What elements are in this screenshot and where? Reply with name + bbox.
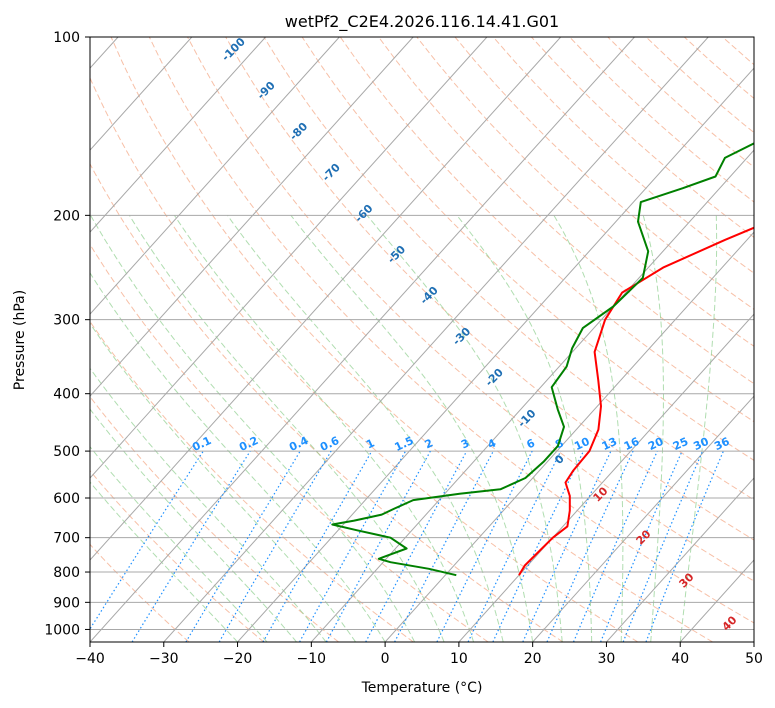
moist-adiabat-line bbox=[227, 215, 504, 642]
isotherm-line bbox=[532, 395, 754, 642]
moist-adiabat-line bbox=[90, 408, 297, 642]
moist-adiabat-line bbox=[128, 215, 445, 642]
moist-adiabat-line bbox=[456, 214, 593, 642]
isotherm-line bbox=[90, 37, 562, 561]
y-tick-label: 200 bbox=[53, 208, 80, 224]
dry-adiabat-line bbox=[90, 76, 639, 642]
axes: −40 −30 −20 −10 0 10 20 30 40 50 100 200 300 400 500 60… bbox=[44, 30, 763, 667]
moist-adiabat-line bbox=[90, 481, 238, 642]
isotherm-line bbox=[90, 37, 340, 315]
moist-adiabat-line bbox=[679, 215, 718, 642]
x-tick-label: 50 bbox=[745, 651, 763, 667]
dry-adiabat-line bbox=[301, 37, 754, 461]
profile-series-line bbox=[518, 226, 754, 576]
mixing-ratio-line bbox=[131, 450, 251, 642]
isotherm-line bbox=[90, 37, 266, 233]
chart-title: wetPf2_C2E4.2026.116.14.41.G01 bbox=[285, 12, 559, 32]
dry-adiabat-line bbox=[148, 37, 754, 624]
x-tick-label: 20 bbox=[524, 651, 542, 667]
isotherm-line bbox=[90, 37, 414, 397]
dry-adiabat-line bbox=[225, 37, 754, 541]
isotherm-line bbox=[310, 149, 754, 642]
mixing-ratio-line bbox=[325, 450, 431, 642]
mixing-ratio-line bbox=[90, 450, 204, 631]
moist-adiabat-line bbox=[642, 215, 664, 642]
y-tick-label: 600 bbox=[53, 491, 80, 507]
moist-adiabat-line bbox=[90, 367, 327, 642]
isotherm-line bbox=[90, 37, 488, 479]
moist-adiabat-line bbox=[90, 215, 416, 642]
moist-adiabat-line bbox=[290, 214, 534, 642]
mixing-ratio-label: 25 bbox=[671, 435, 690, 453]
mixing-ratio-label: 20 bbox=[646, 435, 666, 453]
moist-adiabat-line bbox=[90, 445, 268, 642]
y-tick-label: 300 bbox=[53, 313, 80, 329]
y-tick-label: 800 bbox=[53, 565, 80, 581]
isotherm-line bbox=[606, 477, 754, 642]
mixing-ratio-label: 36 bbox=[712, 435, 732, 453]
mixing-ratio-label: 10 bbox=[572, 435, 592, 453]
x-tick-label: 30 bbox=[598, 651, 616, 667]
x-tick-label: 40 bbox=[671, 651, 689, 667]
dry-adiabat-line bbox=[90, 243, 489, 642]
x-tick-label: −10 bbox=[297, 651, 327, 667]
moist-adiabat-line bbox=[553, 215, 624, 642]
x-axis-title: Temperature (°C) bbox=[361, 680, 483, 696]
mixing-ratio-line bbox=[546, 450, 634, 642]
dry-adiabat-line bbox=[110, 37, 713, 642]
mixing-ratio-line bbox=[436, 450, 533, 642]
isotherm-line bbox=[163, 37, 709, 642]
x-tick-label: −40 bbox=[75, 651, 105, 667]
dry-adiabat-line bbox=[416, 37, 754, 347]
y-tick-label: 1000 bbox=[44, 622, 80, 638]
isotherm-line bbox=[384, 231, 754, 642]
moist-adiabat-line bbox=[173, 215, 475, 642]
profile-series-line bbox=[331, 142, 754, 577]
mixing-ratio-line bbox=[299, 450, 407, 642]
y-tick-label: 100 bbox=[53, 30, 80, 46]
mixing-ratio-line bbox=[622, 450, 704, 642]
x-tick-label: 0 bbox=[381, 651, 390, 667]
profile-series bbox=[331, 142, 754, 577]
mixing-ratio-line bbox=[572, 450, 658, 642]
y-axis-title: Pressure (hPa) bbox=[12, 290, 28, 390]
dry-adiabat-line bbox=[378, 37, 754, 385]
x-tick-label: 10 bbox=[450, 651, 468, 667]
mixing-ratio-label: 13 bbox=[600, 435, 619, 453]
dry-adiabat-line bbox=[90, 470, 265, 642]
dry-adiabat-line bbox=[263, 37, 754, 501]
x-tick-label: −20 bbox=[223, 651, 253, 667]
x-tick-label: −30 bbox=[149, 651, 179, 667]
moist-adiabat-line bbox=[366, 214, 563, 642]
dry-adiabat-line bbox=[90, 162, 564, 642]
mixing-ratio-label: 30 bbox=[691, 435, 711, 453]
y-tick-label: 900 bbox=[53, 595, 80, 611]
mixing-ratio-line bbox=[645, 450, 724, 642]
mixing-ratio-line bbox=[365, 450, 468, 642]
isotherm-line bbox=[90, 37, 635, 642]
y-tick-label: 500 bbox=[53, 444, 80, 460]
mixing-ratio-label: 16 bbox=[622, 435, 642, 453]
dry-adiabat-line bbox=[187, 37, 754, 582]
y-tick-label: 400 bbox=[53, 387, 80, 403]
isotherm-line bbox=[90, 37, 193, 151]
plot-frame bbox=[89, 36, 755, 643]
y-tick-label: 700 bbox=[53, 531, 80, 547]
mixing-ratio-line bbox=[600, 450, 683, 642]
isotherm-line bbox=[237, 67, 754, 642]
moist-adiabat-line bbox=[90, 322, 357, 642]
